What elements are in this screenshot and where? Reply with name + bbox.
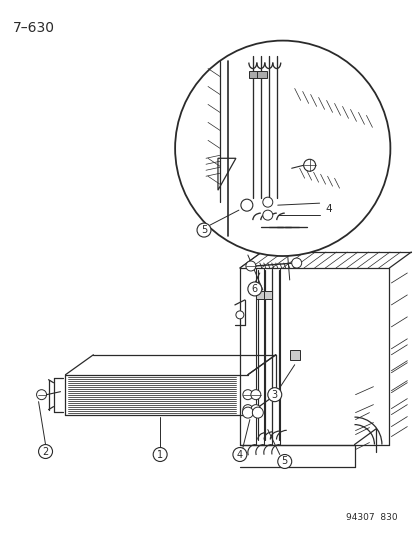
Circle shape <box>250 405 260 415</box>
Text: 1: 1 <box>157 449 163 459</box>
Circle shape <box>277 455 291 469</box>
Text: 2: 2 <box>42 447 49 457</box>
FancyBboxPatch shape <box>289 350 299 360</box>
FancyBboxPatch shape <box>263 291 271 299</box>
Text: 94307  830: 94307 830 <box>345 513 396 522</box>
Circle shape <box>262 210 272 220</box>
Text: 3: 3 <box>271 390 277 400</box>
Circle shape <box>197 223 211 237</box>
Text: 5: 5 <box>281 456 287 466</box>
Circle shape <box>233 448 246 462</box>
Text: 4: 4 <box>325 204 331 214</box>
Text: 6: 6 <box>251 284 257 294</box>
Circle shape <box>250 390 260 400</box>
Circle shape <box>242 390 252 400</box>
Circle shape <box>242 405 252 415</box>
Circle shape <box>245 261 255 271</box>
Circle shape <box>240 199 252 211</box>
Circle shape <box>262 197 272 207</box>
Circle shape <box>153 448 167 462</box>
Circle shape <box>267 387 281 402</box>
Circle shape <box>175 41 389 256</box>
FancyBboxPatch shape <box>255 291 263 299</box>
Circle shape <box>242 407 253 418</box>
Text: 5: 5 <box>200 225 206 235</box>
Circle shape <box>252 407 263 418</box>
Circle shape <box>247 282 261 296</box>
Circle shape <box>36 390 46 400</box>
Circle shape <box>235 311 243 319</box>
Circle shape <box>291 258 301 268</box>
Circle shape <box>38 445 52 458</box>
FancyBboxPatch shape <box>256 70 266 78</box>
Text: 7–630: 7–630 <box>13 21 55 35</box>
Text: 4: 4 <box>236 449 242 459</box>
Circle shape <box>303 159 315 171</box>
FancyBboxPatch shape <box>248 70 258 78</box>
